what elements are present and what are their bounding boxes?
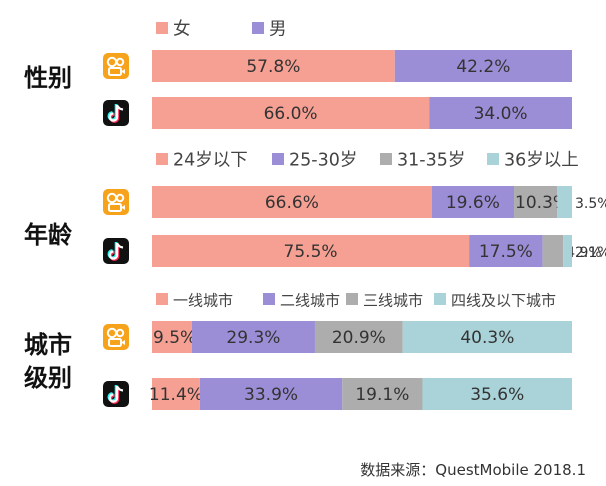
legend-swatch xyxy=(156,22,168,34)
data-label: 57.8% xyxy=(246,57,300,77)
bar-segment xyxy=(152,235,470,267)
legend-label: 二线城市 xyxy=(280,292,340,310)
data-label: 10.3% xyxy=(515,193,569,213)
bar-segment xyxy=(152,378,200,410)
section-title: 性别 xyxy=(24,64,72,92)
legend-swatch xyxy=(487,153,499,165)
data-label: 17.5% xyxy=(479,242,533,262)
data-label: 35.6% xyxy=(470,385,524,405)
data-label: 40.3% xyxy=(460,328,514,348)
kuaishou-app-icon xyxy=(103,53,129,79)
data-label: 4.9% xyxy=(566,245,602,261)
kuaishou-app-icon xyxy=(103,189,129,215)
legend-swatch xyxy=(156,153,168,165)
legend-label: 24岁以下 xyxy=(173,151,248,171)
legend-swatch xyxy=(252,22,264,34)
source-note: 数据来源：QuestMobile 2018.1 xyxy=(360,461,586,479)
legend-label: 25-30岁 xyxy=(289,151,357,171)
legend-swatch xyxy=(380,153,392,165)
legend-label: 女 xyxy=(173,20,191,40)
bar-segment xyxy=(542,235,564,267)
douyin-app-icon xyxy=(103,100,129,126)
legend-swatch xyxy=(263,293,275,305)
bar-segment xyxy=(191,321,315,353)
data-label: 2.1% xyxy=(575,245,606,261)
legend-label: 四线及以下城市 xyxy=(451,292,556,310)
data-label: 20.9% xyxy=(332,328,386,348)
legend-swatch xyxy=(434,293,446,305)
data-label: 66.0% xyxy=(264,104,318,124)
section-title: 年龄 xyxy=(24,221,73,249)
bar-segment xyxy=(402,321,572,353)
kuaishou-app-icon xyxy=(103,324,129,350)
section-title: 级别 xyxy=(24,364,72,392)
bar-segment xyxy=(563,235,572,267)
bar-segment xyxy=(429,97,572,129)
douyin-app-icon xyxy=(103,381,129,407)
bar-segment xyxy=(431,186,515,218)
legend-label: 三线城市 xyxy=(363,292,423,310)
legend-swatch xyxy=(346,293,358,305)
legend-swatch xyxy=(272,153,284,165)
bar-segment xyxy=(199,378,343,410)
legend-label: 男 xyxy=(269,20,287,40)
bar-segment xyxy=(557,186,572,218)
douyin-app-icon xyxy=(103,238,129,264)
bar-segment xyxy=(514,186,558,218)
section-title: 城市 xyxy=(24,331,72,359)
bar-segment xyxy=(394,50,572,82)
data-label: 3.5% xyxy=(575,196,606,212)
bar-segment xyxy=(314,321,403,353)
bar-segment xyxy=(152,186,432,218)
legend-label: 一线城市 xyxy=(173,292,233,310)
legend-label: 36岁以上 xyxy=(504,151,579,171)
bar-segment xyxy=(422,378,572,410)
data-label: 9.5% xyxy=(153,328,196,348)
bar-segment xyxy=(152,97,430,129)
bar-segment xyxy=(469,235,543,267)
data-label: 34.0% xyxy=(474,104,528,124)
data-label: 19.6% xyxy=(446,193,500,213)
data-label: 29.3% xyxy=(226,328,280,348)
data-label: 42.2% xyxy=(456,57,510,77)
data-label: 66.6% xyxy=(265,193,319,213)
legend-label: 31-35岁 xyxy=(397,151,465,171)
legend-swatch xyxy=(156,293,168,305)
bar-segment xyxy=(342,378,423,410)
bar-segment xyxy=(152,50,395,82)
data-label: 33.9% xyxy=(244,385,298,405)
data-label: 19.1% xyxy=(355,385,409,405)
data-label: 11.4% xyxy=(149,385,203,405)
bar-segment xyxy=(152,321,192,353)
data-label: 75.5% xyxy=(284,242,338,262)
